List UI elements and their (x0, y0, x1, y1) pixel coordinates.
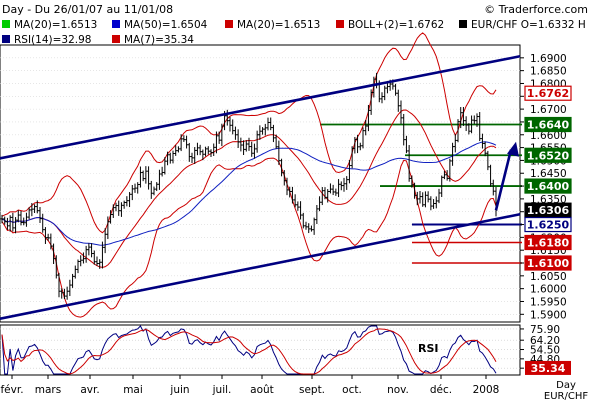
arrow-shaft (494, 149, 513, 211)
rsi-latest-value: 35.34 (531, 362, 566, 375)
time-tick-label: févr. (0, 384, 23, 396)
time-tick-label: sept. (299, 384, 325, 396)
rsi-line (1, 325, 497, 375)
legend-swatch-rsi (2, 35, 10, 43)
time-axis: févr. mars avr. mai juin juil. août sept. oct. no… (0, 375, 499, 396)
rsi-panel-label: RSI (418, 342, 439, 355)
legend-boll: BOLL+(2)=1.6762 (348, 19, 444, 31)
bollinger-lower-line (1, 157, 497, 318)
time-tick-label: 2008 (473, 384, 500, 396)
time-tick-label: juil. (212, 384, 232, 396)
chart-title: Day - Du 26/01/07 au 11/01/08 (2, 3, 173, 16)
level-badge (524, 178, 572, 194)
legend-ma20-red: MA(20)=1.6513 (237, 19, 320, 31)
ma50-line (1, 141, 497, 246)
price-level-badges: 1.6762 1.6640 1.6520 1.6400 1.6306 1.6250 1.61… (524, 85, 572, 271)
time-tick-label: mai (123, 384, 143, 396)
bollinger-upper-line (1, 32, 497, 234)
time-tick-label: oct. (342, 384, 362, 396)
rsi-ma7-line (1, 328, 497, 375)
price-tick-label: 1.6900 (530, 53, 567, 65)
legend-swatch-ma20-red (225, 20, 233, 28)
rsi-lines (1, 325, 497, 375)
arrow-head (507, 141, 519, 157)
price-tick-label: 1.5900 (530, 309, 567, 321)
rsi-panel (0, 324, 521, 376)
price-tick-label: 1.6050 (530, 271, 567, 283)
price-tick-label: 1.6000 (530, 284, 567, 296)
price-tick-label: 1.6450 (530, 168, 567, 180)
time-tick-label: mars (35, 384, 61, 396)
level-badge-value: 1.6100 (527, 257, 570, 270)
level-badge-value: 1.6250 (527, 219, 570, 232)
level-badge-value: 1.6762 (527, 87, 569, 100)
level-badge-value: 1.6640 (527, 119, 570, 132)
level-badge-value: 1.6520 (527, 149, 570, 162)
price-tick-label: 1.5950 (530, 296, 567, 308)
footer-period: Day (556, 380, 576, 391)
footer-pair: EUR/CHF (544, 391, 588, 400)
price-bars (0, 72, 498, 300)
price-tick-label: 1.6700 (530, 104, 567, 116)
time-tick-label: août (250, 384, 274, 396)
legend-pair: EUR/CHF O=1.6332 H (471, 19, 586, 31)
rsi-tick-label: 75.90 (530, 324, 560, 336)
legend-swatch-pair (459, 20, 467, 28)
time-tick-label: avr. (80, 384, 99, 396)
rsi-latest-badge (525, 360, 571, 375)
rsi-tick-label: 64.20 (530, 335, 560, 347)
level-badge-value: 1.6180 (527, 236, 570, 249)
time-tick-label: nov. (387, 384, 409, 396)
legend-ma20-green: MA(20)=1.6513 (14, 19, 97, 31)
rsi-tick-label: 54.50 (530, 345, 560, 357)
price-panel (0, 44, 521, 323)
price-tick-label: 1.6850 (530, 66, 567, 78)
level-badge (524, 255, 572, 271)
legend-ma7: MA(7)=35.34 (124, 34, 194, 46)
legend-rsi: RSI(14)=32.98 (14, 34, 91, 46)
legend-ma50: MA(50)=1.6504 (124, 19, 208, 31)
level-badge (524, 147, 572, 163)
channel-upper-line (0, 55, 521, 160)
legend-swatch-boll (336, 20, 344, 28)
level-badge-value: 1.6400 (527, 180, 570, 193)
projection-arrow (494, 141, 519, 211)
time-tick-label: juin (169, 384, 189, 396)
level-badge (524, 216, 572, 233)
copyright: © Traderforce.com (484, 3, 588, 16)
legend-swatch-ma50 (112, 20, 120, 28)
level-badge-value: 1.6306 (527, 204, 570, 217)
level-badge (524, 85, 572, 101)
legend-swatch-ma20-green (2, 20, 10, 28)
price-tick-label: 1.6600 (530, 130, 567, 142)
bollinger-bands (1, 32, 497, 318)
channel-lower-line (0, 213, 521, 320)
legend-swatch-ma7 (112, 35, 120, 43)
trend-channel (0, 55, 521, 320)
time-tick-label: déc. (430, 384, 452, 396)
level-badge (524, 116, 572, 133)
level-badge (524, 234, 572, 251)
